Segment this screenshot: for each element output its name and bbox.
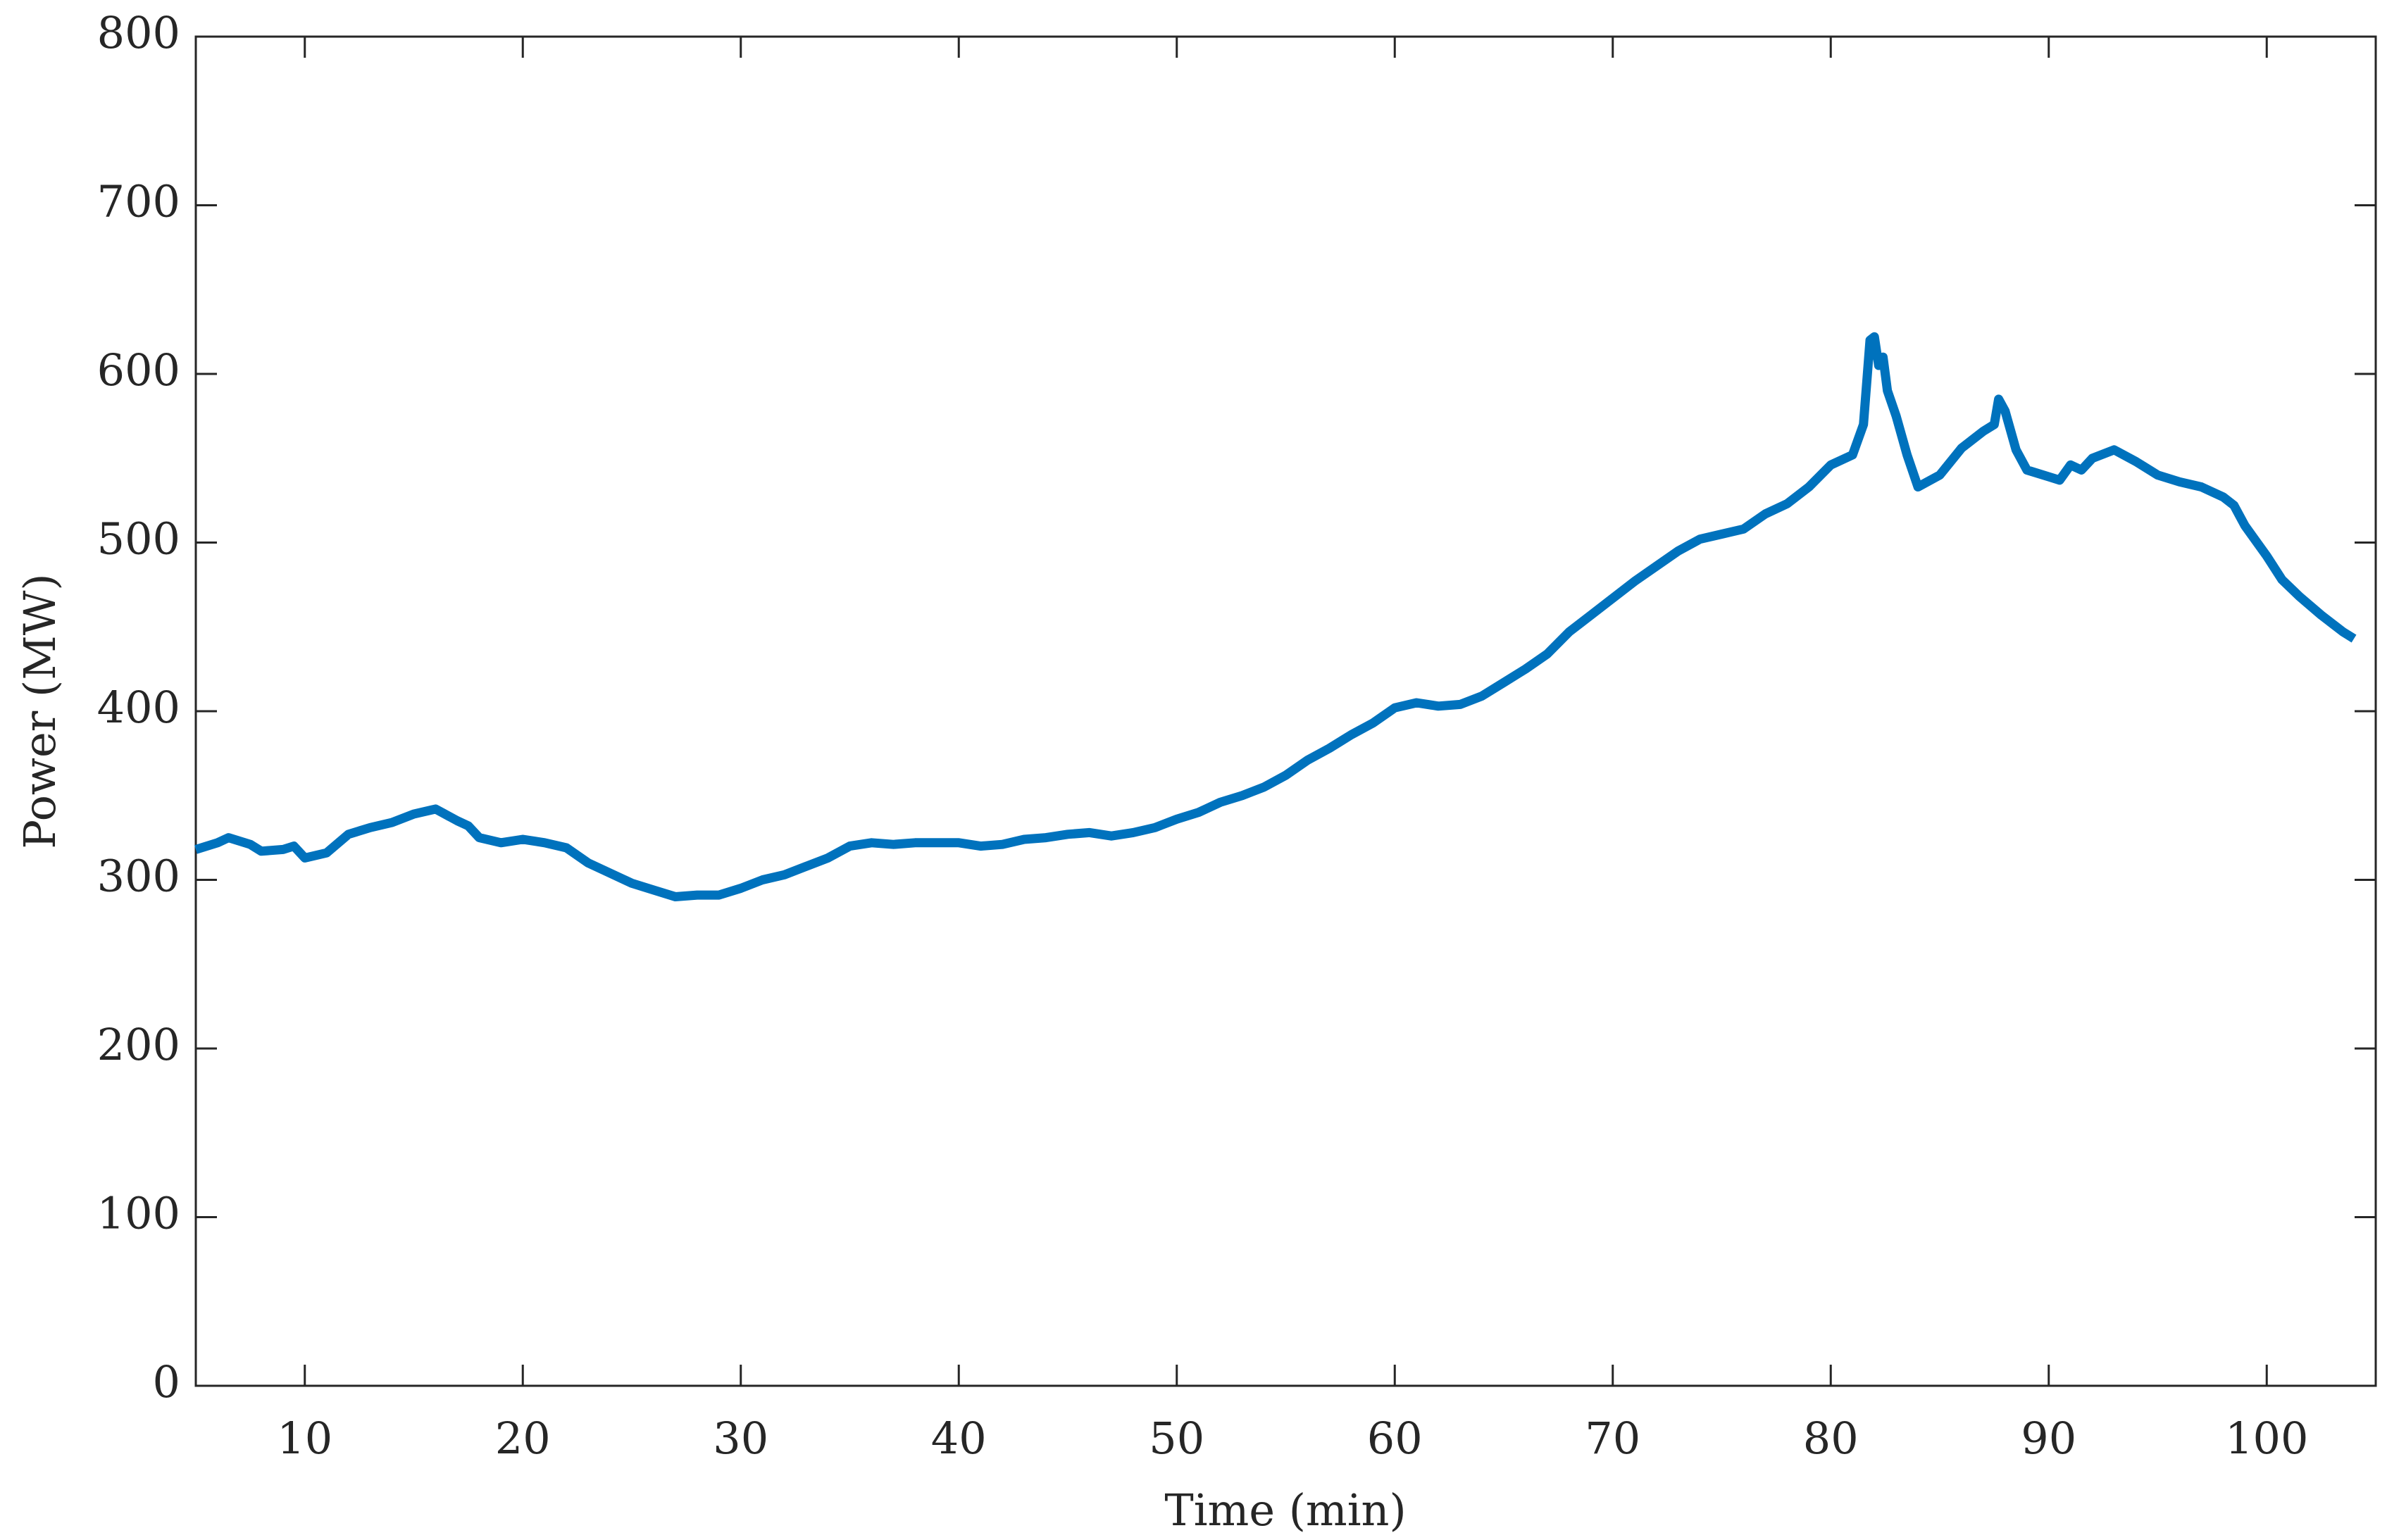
y-tick-label: 400 xyxy=(97,682,180,733)
y-tick-label: 100 xyxy=(97,1188,180,1239)
x-tick-label: 80 xyxy=(1803,1413,1859,1464)
y-tick-label: 600 xyxy=(97,344,180,396)
x-tick-label: 90 xyxy=(2021,1413,2076,1464)
x-tick-label: 30 xyxy=(713,1413,768,1464)
x-tick-label: 10 xyxy=(277,1413,332,1464)
y-tick-label: 500 xyxy=(97,513,180,565)
y-tick-label: 700 xyxy=(97,176,180,227)
x-axis-label: Time (min) xyxy=(1164,1484,1406,1536)
x-tick-label: 100 xyxy=(2225,1413,2308,1464)
line-series xyxy=(194,332,2357,901)
x-tick-label: 20 xyxy=(495,1413,551,1464)
y-tick-label: 200 xyxy=(97,1019,180,1070)
x-tick-label: 60 xyxy=(1367,1413,1423,1464)
x-tick-label: 40 xyxy=(931,1413,987,1464)
y-tick-label: 300 xyxy=(97,851,180,902)
y-tick-label: 800 xyxy=(97,7,180,58)
x-tick-label: 50 xyxy=(1149,1413,1204,1464)
y-tick-label: 0 xyxy=(153,1356,180,1408)
plot-area xyxy=(194,35,2377,1387)
x-tick-label: 70 xyxy=(1585,1413,1640,1464)
y-axis-label: Power (MW) xyxy=(14,573,66,849)
